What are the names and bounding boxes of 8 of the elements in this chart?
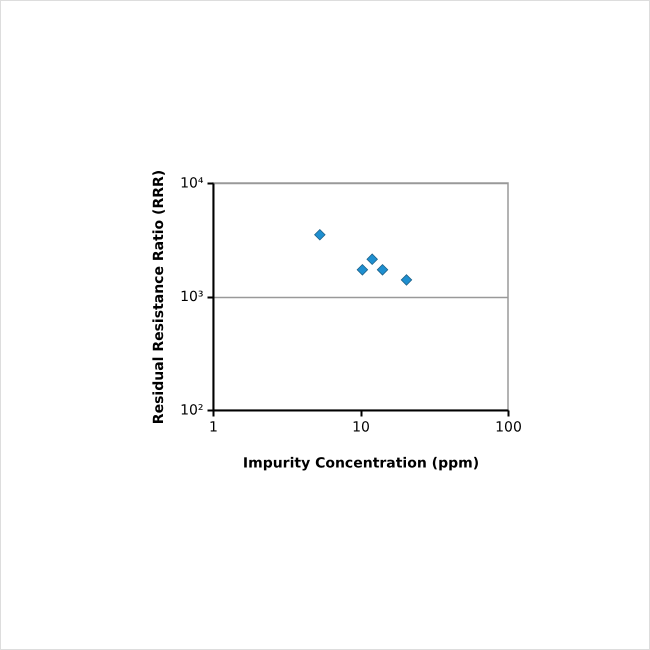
y-tick-label: 10⁴	[180, 176, 204, 192]
x-tick-label: 10	[352, 420, 370, 436]
x-axis-title: Impurity Concentration (ppm)	[242, 456, 480, 472]
x-tick-label: 100	[495, 420, 522, 436]
y-axis-title: Residual Resistance Ratio (RRR)	[151, 170, 168, 424]
y-tick-label: 10²	[180, 402, 204, 418]
x-tick-label: 1	[209, 420, 218, 436]
y-tick-label: 10³	[180, 289, 204, 305]
